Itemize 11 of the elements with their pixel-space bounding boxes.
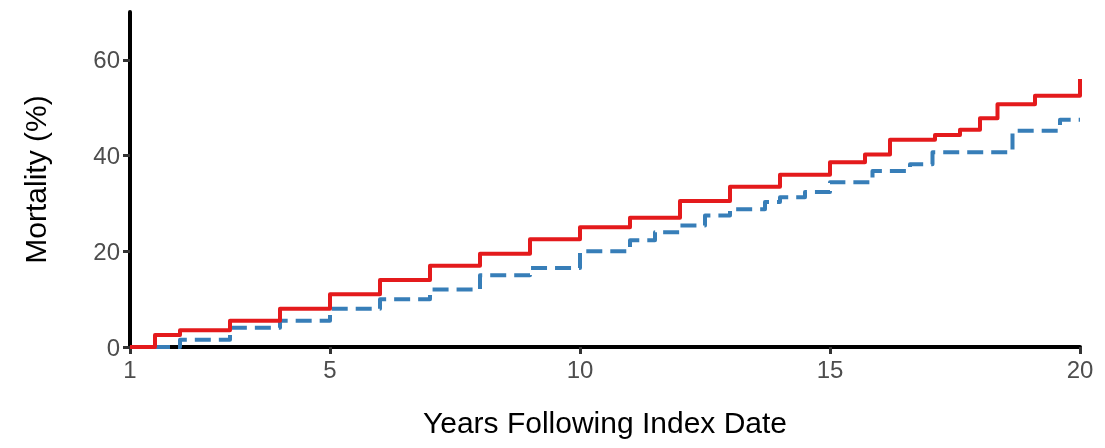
x-tick-label: 5 [323,355,337,383]
y-tick-label: 60 [93,46,120,74]
y-axis-title: Mortality (%) [18,95,52,264]
y-tick-label: 20 [93,237,120,265]
x-tick-label: 15 [816,355,844,383]
y-tick-label: 40 [93,142,120,170]
x-axis-title: Years Following Index Date [422,405,788,439]
x-tick-label: 10 [566,355,594,383]
x-tick-label: 1 [123,355,137,383]
y-tick-label: 0 [106,333,120,361]
x-tick-label: 20 [1066,355,1094,383]
